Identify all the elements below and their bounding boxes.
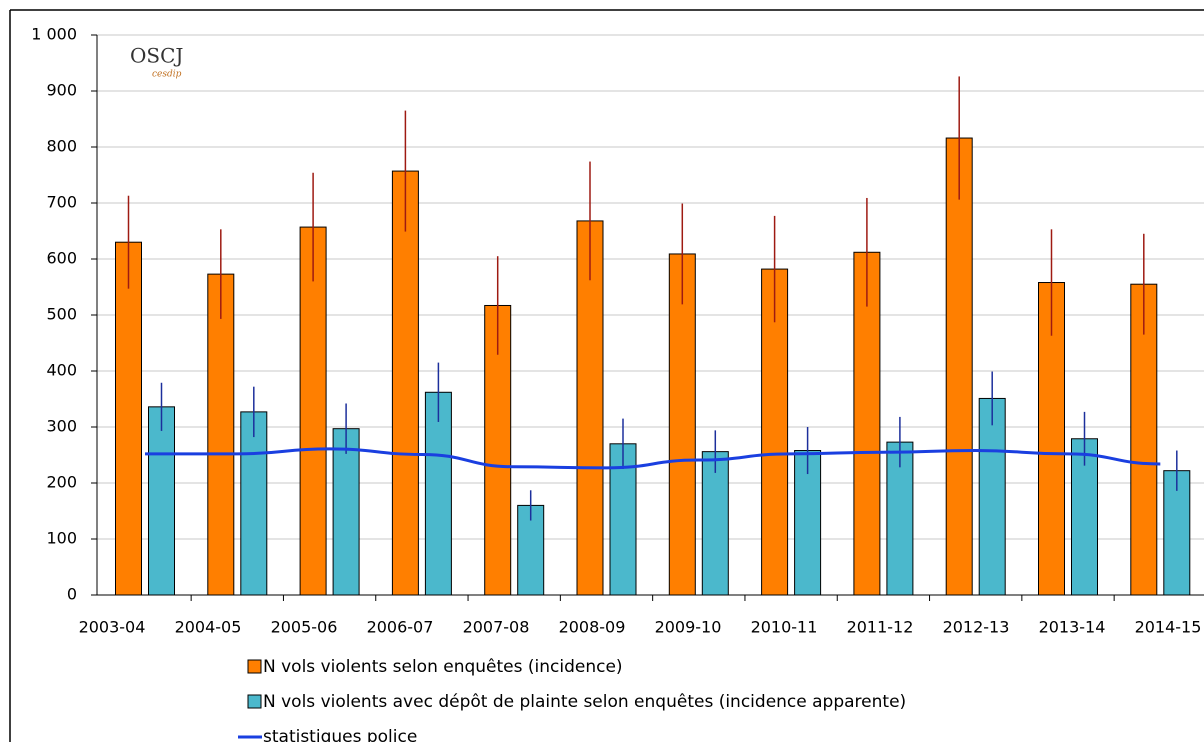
bar: [240, 411, 268, 596]
bar: [853, 251, 881, 596]
logo-sub: cesdip: [152, 70, 182, 80]
y-tick-label: 1 000: [31, 25, 77, 44]
bar: [148, 406, 175, 596]
x-tick-label: 2006-07: [367, 618, 434, 637]
y-tick-label: 800: [46, 137, 77, 156]
bar: [299, 226, 327, 596]
y-tick-label: 200: [46, 473, 77, 492]
y-tick-label: 700: [46, 193, 77, 212]
y-tick-label: 500: [46, 305, 77, 324]
bar: [668, 253, 696, 596]
x-tick-label: 2007-08: [463, 618, 530, 637]
bar: [794, 450, 822, 596]
x-tick-label: 2003-04: [79, 618, 146, 637]
bar: [207, 273, 235, 596]
y-tick-label: 300: [46, 417, 77, 436]
y-tick-label: 100: [46, 529, 77, 548]
legend-label: N vols violents avec dépôt de plainte se…: [263, 692, 906, 712]
legend-swatch: [247, 694, 262, 709]
x-tick-label: 2004-05: [175, 618, 242, 637]
bar: [1163, 470, 1191, 596]
x-tick-label: 2008-09: [559, 618, 626, 637]
x-tick-label: 2013-14: [1039, 618, 1106, 637]
x-tick-label: 2011-12: [847, 618, 914, 637]
y-tick-label: 0: [67, 585, 77, 604]
x-tick-label: 2014-15: [1135, 618, 1202, 637]
bar: [978, 397, 1006, 596]
legend-label: N vols violents selon enquêtes (incidenc…: [263, 657, 623, 677]
bar: [945, 137, 973, 596]
bar: [332, 428, 360, 596]
bar: [701, 451, 729, 596]
bar: [391, 170, 419, 596]
logo: OSCJ: [130, 44, 183, 68]
x-tick-label: 2010-11: [751, 618, 818, 637]
y-tick-label: 600: [46, 249, 77, 268]
x-tick-label: 2009-10: [655, 618, 722, 637]
bar: [115, 241, 142, 596]
line: [145, 447, 1161, 470]
legend-swatch: [247, 659, 262, 674]
x-tick-label: 2005-06: [271, 618, 338, 637]
bar: [424, 391, 452, 596]
legend-label: statistiques police: [263, 727, 417, 742]
y-tick-label: 400: [46, 361, 77, 380]
x-tick-label: 2012-13: [943, 618, 1010, 637]
bar: [576, 220, 604, 596]
bar: [761, 268, 789, 596]
y-tick-label: 900: [46, 81, 77, 100]
